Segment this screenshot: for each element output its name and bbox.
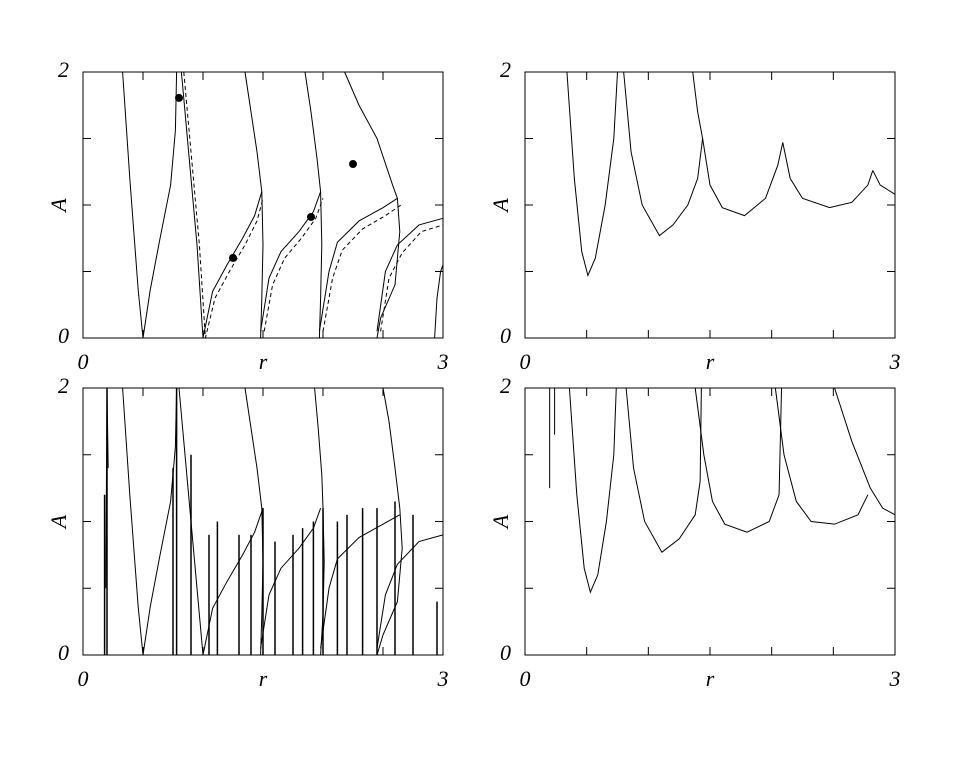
- y-axis-label: A: [488, 514, 513, 530]
- y-axis-label: A: [488, 198, 513, 214]
- curve: [376, 534, 444, 649]
- y-axis-label: A: [46, 514, 71, 530]
- curve: [625, 387, 702, 553]
- curve: [623, 71, 704, 237]
- curve: [376, 387, 403, 656]
- x-axis-label: r: [706, 349, 715, 374]
- x-tick-label: 3: [437, 666, 449, 691]
- point: [229, 253, 237, 262]
- curve: [244, 71, 264, 339]
- curve: [122, 71, 178, 339]
- curve: [782, 142, 874, 209]
- y-tick-label: 2: [500, 373, 511, 398]
- curve: [180, 71, 263, 339]
- x-tick-label: 3: [889, 349, 901, 374]
- point: [349, 160, 357, 169]
- y-tick-label: 2: [58, 373, 69, 398]
- curve: [320, 514, 401, 649]
- y-tick-label: 0: [500, 323, 511, 348]
- curve: [872, 170, 896, 195]
- curve: [183, 71, 264, 339]
- curve: [834, 387, 896, 516]
- point: [307, 212, 315, 221]
- curve: [322, 204, 402, 332]
- plot-frame: [524, 387, 896, 656]
- x-tick-label: 0: [520, 349, 531, 374]
- x-axis-label: r: [259, 666, 268, 691]
- curve: [694, 387, 783, 533]
- point: [175, 93, 183, 102]
- y-axis-label: A: [46, 198, 71, 214]
- curve: [344, 71, 401, 339]
- x-axis-label: r: [259, 349, 268, 374]
- y-tick-label: 2: [500, 57, 511, 82]
- x-axis-label: r: [706, 666, 715, 691]
- y-tick-label: 0: [58, 323, 69, 348]
- curve: [692, 71, 784, 217]
- curve: [568, 387, 617, 594]
- curve: [304, 71, 323, 339]
- curve: [376, 217, 444, 332]
- curve: [774, 387, 869, 525]
- y-tick-label: 2: [58, 57, 69, 82]
- x-tick-label: 0: [520, 666, 531, 691]
- curve: [260, 507, 322, 649]
- curve: [318, 197, 398, 332]
- curve: [244, 387, 264, 656]
- y-tick-label: 0: [58, 640, 69, 665]
- x-tick-label: 0: [78, 349, 89, 374]
- curve: [122, 387, 178, 656]
- y-tick-label: 0: [500, 640, 511, 665]
- curve: [380, 224, 444, 332]
- curve: [566, 71, 618, 278]
- x-tick-label: 3: [437, 349, 449, 374]
- x-tick-label: 3: [889, 666, 901, 691]
- curve: [434, 264, 444, 339]
- curve: [260, 191, 322, 332]
- x-tick-label: 0: [78, 666, 89, 691]
